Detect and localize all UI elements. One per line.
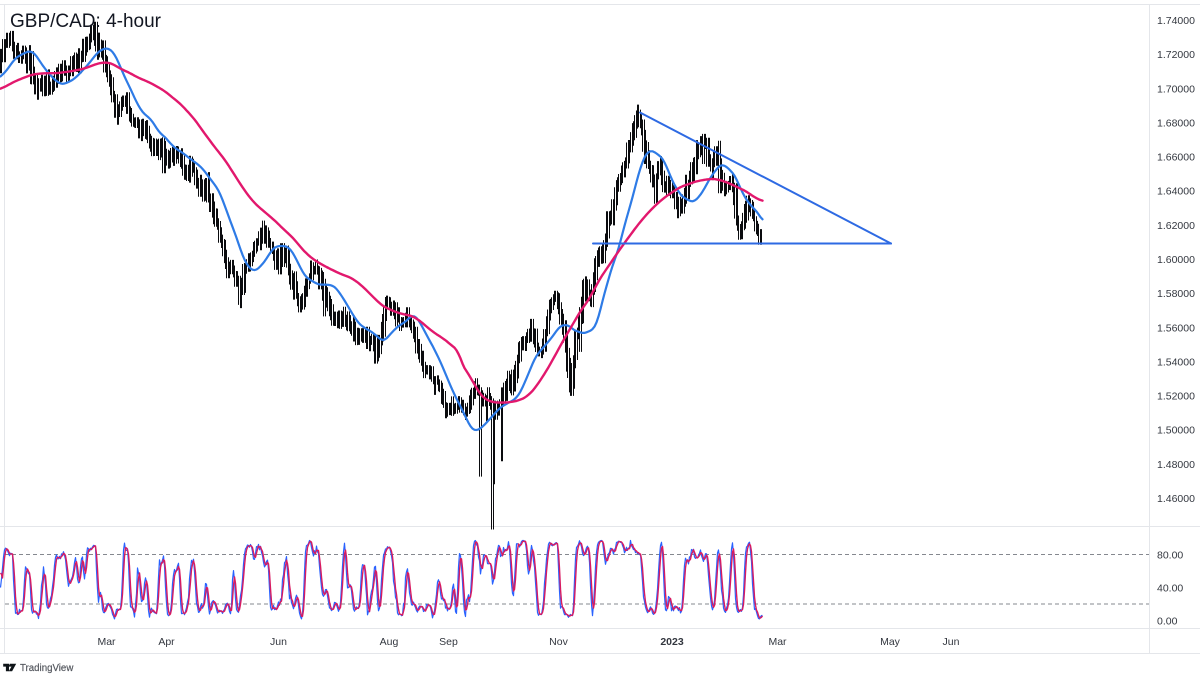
svg-text:80.00: 80.00: [1157, 550, 1183, 562]
svg-text:Mar: Mar: [768, 636, 787, 648]
svg-text:1.72000: 1.72000: [1157, 49, 1195, 61]
svg-text:TradingView: TradingView: [20, 663, 74, 674]
svg-text:0.00: 0.00: [1157, 616, 1178, 628]
svg-text:1.48000: 1.48000: [1157, 459, 1195, 471]
svg-text:Jun: Jun: [943, 636, 960, 648]
svg-text:1.52000: 1.52000: [1157, 391, 1195, 403]
svg-text:Jun: Jun: [270, 636, 287, 648]
svg-text:1.60000: 1.60000: [1157, 254, 1195, 266]
svg-text:1.62000: 1.62000: [1157, 220, 1195, 232]
svg-text:1.56000: 1.56000: [1157, 322, 1195, 334]
svg-text:1.46000: 1.46000: [1157, 493, 1195, 505]
svg-text:GBP/CAD: 4-hour: GBP/CAD: 4-hour: [10, 11, 162, 32]
svg-text:1.50000: 1.50000: [1157, 425, 1195, 437]
svg-text:Mar: Mar: [97, 636, 116, 648]
svg-text:2023: 2023: [660, 636, 684, 648]
svg-text:Sep: Sep: [439, 636, 458, 648]
svg-text:Apr: Apr: [158, 636, 175, 648]
svg-text:Aug: Aug: [380, 636, 399, 648]
svg-text:1.74000: 1.74000: [1157, 15, 1195, 27]
svg-text:1.66000: 1.66000: [1157, 152, 1195, 164]
svg-text:May: May: [880, 636, 901, 648]
svg-text:1.64000: 1.64000: [1157, 186, 1195, 198]
svg-text:1.70000: 1.70000: [1157, 83, 1195, 95]
svg-text:1.68000: 1.68000: [1157, 117, 1195, 129]
svg-text:1.54000: 1.54000: [1157, 356, 1195, 368]
svg-text:40.00: 40.00: [1157, 583, 1183, 595]
svg-text:1.58000: 1.58000: [1157, 288, 1195, 300]
svg-text:Nov: Nov: [549, 636, 568, 648]
